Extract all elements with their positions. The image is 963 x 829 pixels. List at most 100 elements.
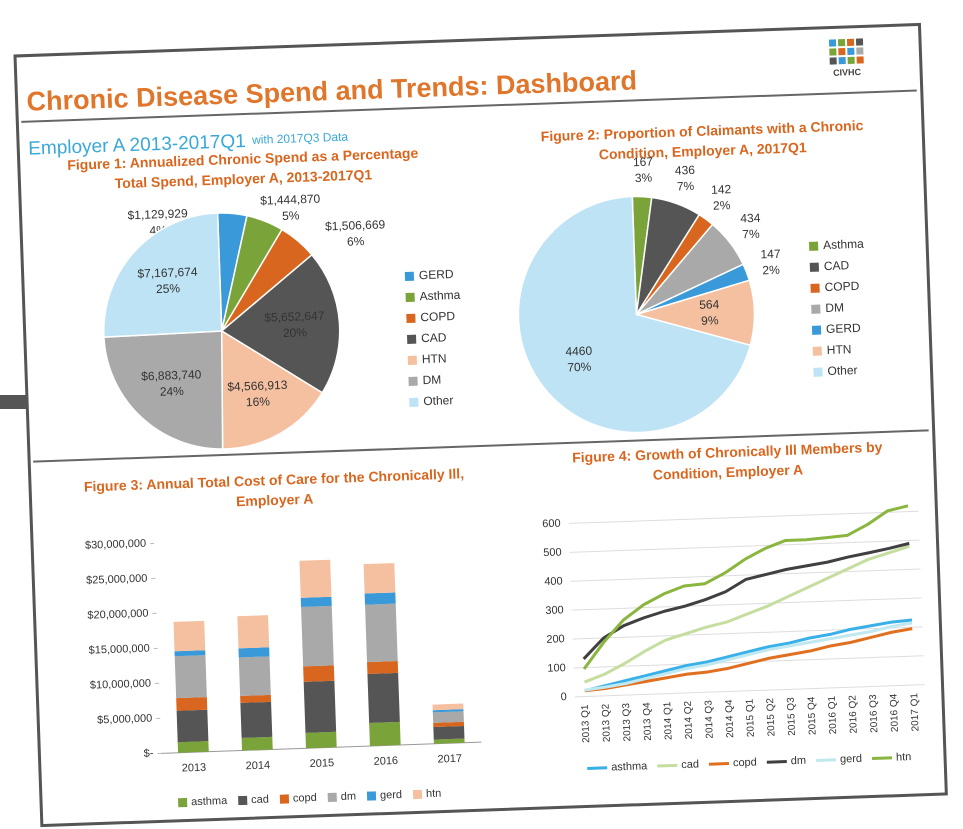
bar-segment bbox=[433, 725, 465, 740]
legend-label: HTN bbox=[422, 351, 447, 366]
x-tick-label: 2013 Q3 bbox=[621, 702, 633, 741]
grid-line bbox=[568, 510, 919, 524]
legend-swatch bbox=[238, 795, 248, 806]
legend-label: gerd bbox=[380, 789, 402, 802]
bar-segment bbox=[240, 701, 273, 738]
x-tick-label: 2014 bbox=[245, 759, 270, 772]
line-series bbox=[584, 618, 913, 693]
y-tick-label: 200 bbox=[546, 633, 565, 646]
legend-swatch bbox=[808, 241, 819, 251]
legend-swatch bbox=[412, 789, 423, 800]
legend-label: COPD bbox=[824, 279, 859, 294]
bar-segment bbox=[363, 563, 396, 594]
legend-label: Other bbox=[423, 393, 453, 408]
x-tick-label: 2016 Q2 bbox=[847, 695, 859, 734]
slice-value-label: 434 bbox=[740, 211, 761, 226]
bar-segment bbox=[303, 680, 337, 733]
y-tick-label: $30,000,000 bbox=[85, 538, 147, 552]
y-tick-label: $5,000,000 bbox=[97, 713, 152, 727]
logo-text: CIVHC bbox=[833, 67, 862, 78]
slice-percent-label: 5% bbox=[282, 208, 300, 223]
slice-value-label: $5,652,647 bbox=[264, 309, 325, 325]
bar-segment bbox=[365, 603, 398, 663]
x-tick-label: 2013 bbox=[182, 762, 207, 775]
bar-segment bbox=[367, 672, 400, 723]
x-tick-label: 2014 Q1 bbox=[662, 701, 674, 740]
slice-value-label: 167 bbox=[633, 155, 654, 170]
chart-title: Condition, Employer A bbox=[653, 461, 804, 482]
slice-value-label: 4460 bbox=[565, 344, 592, 359]
bar-segment bbox=[432, 703, 464, 711]
grid-line bbox=[570, 568, 921, 582]
legend-swatch bbox=[366, 791, 377, 801]
bar-segment bbox=[176, 697, 208, 711]
slice-percent-label: 2% bbox=[762, 263, 780, 278]
slice-value-label: 147 bbox=[760, 247, 781, 262]
pie-slice bbox=[103, 330, 224, 450]
legend-label: copd bbox=[293, 792, 317, 805]
x-tick-label: 2014 Q3 bbox=[703, 700, 715, 739]
legend-swatch bbox=[587, 766, 608, 770]
legend-label: DM bbox=[422, 373, 441, 388]
bar-segment bbox=[300, 596, 332, 607]
slice-percent-label: 2% bbox=[713, 198, 731, 213]
pie-slice bbox=[103, 212, 223, 338]
y-tick-label: 0 bbox=[560, 691, 567, 703]
legend-swatch bbox=[872, 756, 893, 761]
chart-title: Condition, Employer A, 2017Q1 bbox=[599, 139, 808, 162]
y-tick-label: $15,000,000 bbox=[88, 643, 150, 657]
y-tick-label: 400 bbox=[544, 575, 563, 588]
slice-value-label: $1,444,870 bbox=[260, 192, 321, 208]
legend-swatch bbox=[657, 763, 678, 768]
legend-label: dm bbox=[791, 755, 807, 768]
bar-segment bbox=[238, 656, 271, 696]
grid-line bbox=[574, 684, 925, 698]
legend-swatch bbox=[178, 797, 188, 808]
legend-swatch bbox=[279, 794, 290, 804]
header-rule bbox=[21, 89, 917, 123]
y-tick-label: $25,000,000 bbox=[86, 573, 148, 587]
bar-segment bbox=[173, 620, 206, 652]
subtitle-note: with 2017Q3 Data bbox=[251, 130, 349, 147]
slice-percent-label: 25% bbox=[156, 281, 181, 296]
pie-slice bbox=[220, 329, 324, 450]
legend-swatch bbox=[813, 367, 823, 377]
x-tick-label: 2013 Q2 bbox=[600, 703, 612, 742]
x-tick-label: 2014 Q2 bbox=[683, 700, 695, 739]
legend-swatch bbox=[406, 313, 416, 324]
x-tick-label: 2015 Q4 bbox=[806, 696, 818, 735]
legend-swatch bbox=[810, 283, 820, 293]
bar-segment bbox=[433, 738, 465, 744]
bar-segment bbox=[176, 709, 209, 743]
slice-percent-label: 9% bbox=[701, 313, 719, 328]
line-series bbox=[582, 504, 909, 670]
legend-label: GERD bbox=[826, 321, 861, 336]
legend-label: Other bbox=[827, 363, 857, 378]
bar-segment bbox=[177, 741, 209, 753]
y-tick-label: 600 bbox=[542, 518, 561, 531]
legend-swatch bbox=[811, 325, 822, 335]
pie-slice bbox=[517, 195, 752, 434]
slice-percent-label: 7% bbox=[677, 179, 695, 194]
slice-percent-label: 7% bbox=[742, 227, 760, 242]
x-tick-label: 2016 bbox=[373, 755, 398, 768]
x-tick-label: 2015 Q2 bbox=[765, 697, 777, 736]
bar-segment bbox=[432, 709, 464, 713]
slice-value-label: 564 bbox=[699, 297, 720, 312]
y-tick-label: $10,000,000 bbox=[90, 678, 152, 692]
bar-segment bbox=[432, 711, 464, 723]
x-tick-label: 2015 Q3 bbox=[786, 697, 798, 736]
legend-label: dm bbox=[341, 790, 357, 803]
slice-percent-label: 70% bbox=[567, 360, 592, 375]
legend-swatch bbox=[816, 758, 837, 762]
slice-percent-label: 24% bbox=[160, 384, 185, 399]
slice-percent-label: 20% bbox=[283, 325, 308, 340]
logo bbox=[828, 38, 864, 65]
legend-swatch bbox=[811, 304, 821, 314]
x-tick-label: 2017 bbox=[437, 753, 462, 766]
x-tick-label: 2015 bbox=[309, 757, 334, 770]
pie-slice bbox=[220, 253, 341, 394]
y-tick-label: 300 bbox=[545, 604, 564, 617]
x-tick-label: 2015 Q1 bbox=[745, 698, 757, 737]
